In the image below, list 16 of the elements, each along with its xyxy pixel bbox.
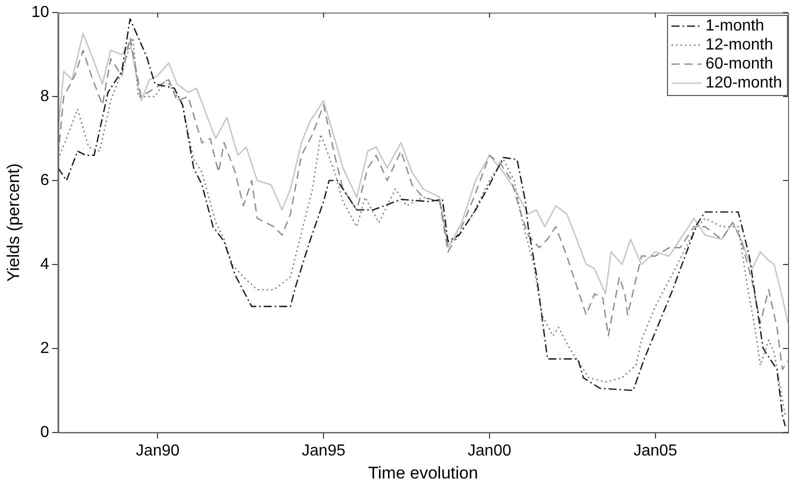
x-tick-label: Jan90 [136,442,180,460]
y-tick-label: 0 [40,424,50,441]
y-axis-title: Yields (percent) [4,163,23,282]
legend-label: 1-month [706,18,764,35]
y-tick-label: 2 [40,340,50,357]
legend-label: 12-month [706,36,774,54]
legend-label: 60-month [706,56,774,73]
x-tick-label: Jan00 [468,442,512,460]
y-tick-label: 8 [40,88,50,105]
legend-label: 120-month [706,74,782,92]
x-axis-title: Time evolution [368,463,478,482]
y-tick-label: 4 [40,256,50,273]
y-tick-label: 6 [40,172,50,189]
x-tick-label: Jan95 [302,442,346,460]
y-tick-label: 10 [31,4,50,22]
x-tick-label: Jan05 [634,442,678,460]
